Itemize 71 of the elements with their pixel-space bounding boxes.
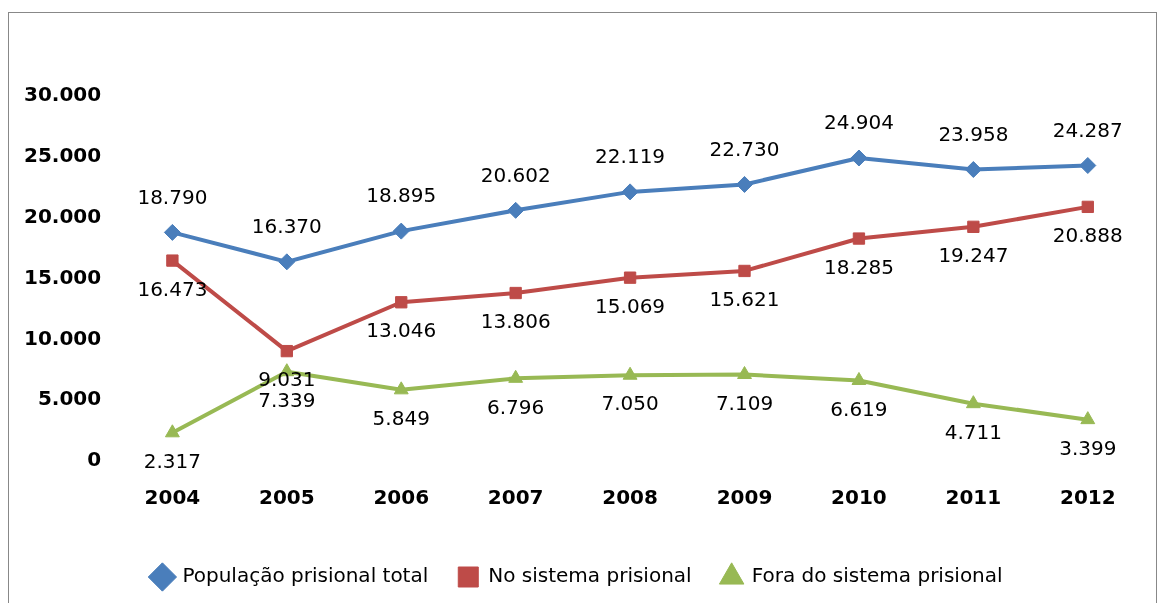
legend-label: População prisional total [182,563,429,588]
point [850,149,868,167]
data-label: 16.473 [137,276,208,301]
data-label: 20.888 [1052,223,1123,248]
y-tick-label: 15.000 [23,264,102,289]
y-tick-label: 0 [87,447,102,472]
data-label: 7.109 [715,390,774,415]
point [964,161,982,179]
point [736,175,754,193]
point [508,369,524,383]
data-label: 19.247 [938,243,1009,268]
point [278,253,296,271]
data-label: 7.050 [601,391,659,416]
x-tick-label: 2008 [602,485,658,510]
point [622,366,638,380]
x-tick-label: 2007 [487,485,544,510]
legend-label: No sistema prisional [488,563,692,588]
point [163,223,181,241]
data-label: 18.895 [366,183,437,208]
point [392,222,410,240]
data-label: 2.317 [143,449,202,474]
point [166,254,179,267]
point [967,220,980,233]
x-tick-label: 2010 [831,485,887,510]
y-tick-label: 25.000 [23,143,102,168]
y-tick-label: 20.000 [23,203,102,228]
point [507,201,525,219]
x-tick-label: 2006 [373,485,430,510]
point [1079,157,1097,175]
data-label: 20.602 [480,162,551,187]
data-label: 16.370 [251,214,322,239]
data-label: 22.119 [595,144,666,169]
data-label: 18.285 [823,254,894,279]
data-label: 13.806 [480,309,551,334]
point [623,271,637,284]
data-label: 13.046 [366,318,437,343]
data-label: 15.069 [595,293,666,318]
data-label: 4.711 [944,419,1002,444]
point [280,344,293,358]
data-label: 5.849 [372,406,430,431]
x-tick-label: 2011 [945,485,1002,510]
point [1081,200,1094,214]
y-tick-label: 5.000 [37,386,102,411]
y-tick-label: 30.000 [23,82,102,107]
data-label: 7.339 [258,387,316,412]
x-tick-label: 2012 [1059,485,1116,510]
point [621,183,639,201]
point [509,286,522,300]
data-label: 6.619 [830,396,888,421]
data-label: 24.904 [823,110,894,135]
point [738,264,751,278]
point [1080,411,1096,425]
x-tick-label: 2009 [716,485,773,510]
point [393,381,409,395]
point [852,232,866,245]
data-label: 22.730 [709,136,780,161]
data-label: 3.399 [1059,435,1117,460]
y-tick-label: 10.000 [23,325,102,350]
data-label: 6.796 [487,394,545,419]
point [164,424,180,438]
point [395,296,408,309]
legend-label: Fora do sistema prisional [751,563,1003,588]
point [737,366,752,380]
x-tick-label: 2005 [258,485,315,510]
x-tick-label: 2004 [144,485,201,510]
data-label: 18.790 [137,184,208,209]
data-label: 23.958 [938,121,1009,146]
point [851,371,867,385]
data-label: 15.621 [709,287,780,312]
data-label: 24.287 [1052,117,1123,142]
point [965,395,981,409]
